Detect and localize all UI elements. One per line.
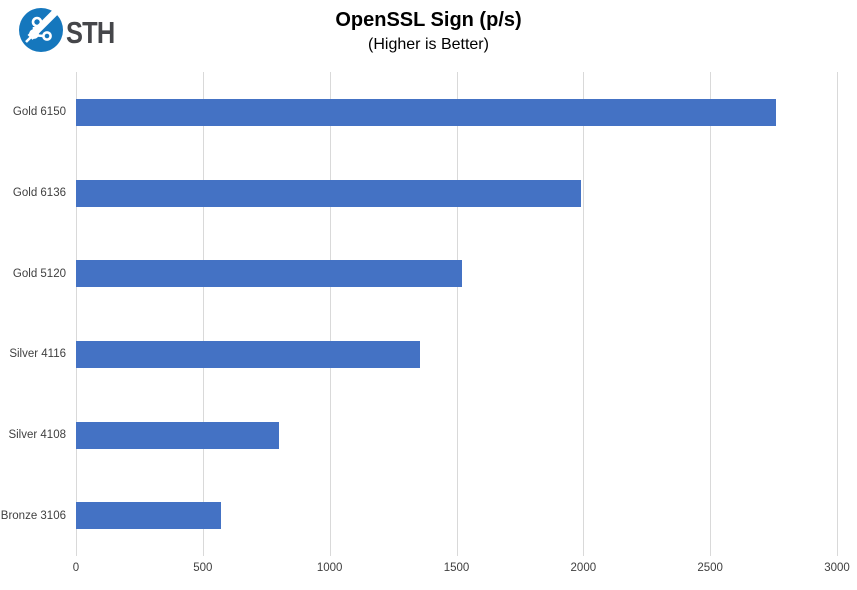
bar-row [76, 153, 837, 234]
bar-row [76, 72, 837, 153]
sth-circuit-logo-icon [18, 0, 68, 58]
gridline-2000 [583, 72, 585, 556]
bar-row [76, 314, 837, 395]
sth-logo: STH [18, 0, 125, 58]
bar-gold-5120 [76, 260, 462, 288]
x-axis-tick-labels: 0 500 1000 1500 2000 2500 3000 [72, 562, 850, 582]
x-axis-tick-label: 1000 [316, 562, 343, 574]
bar-silver-4108 [76, 421, 279, 449]
bar-silver-4116 [76, 340, 420, 368]
gridline-500 [202, 72, 204, 556]
bar-bronze-3106 [76, 502, 222, 530]
chart-title: OpenSSL Sign (p/s) [335, 9, 522, 31]
plot-area [76, 72, 838, 556]
gridline-3000 [837, 72, 838, 556]
gridline-2500 [710, 72, 712, 556]
gridline-1000 [329, 72, 331, 556]
x-axis-tick-label: 2000 [570, 562, 597, 574]
x-axis-tick-label: 0 [72, 562, 80, 574]
x-axis-tick-label: 500 [193, 562, 213, 574]
category-label: Bronze 3106 [0, 509, 66, 522]
bar-row [76, 395, 837, 476]
sth-logo-text: STH [66, 15, 115, 50]
chart-subtitle: (Higher is Better) [368, 36, 489, 53]
gridline-1500 [456, 72, 458, 556]
bar-gold-6136 [76, 179, 581, 207]
category-label: Silver 4108 [8, 429, 66, 442]
category-label: Silver 4116 [9, 348, 66, 361]
bar-row [76, 475, 837, 556]
category-label: Gold 5120 [12, 267, 66, 280]
y-axis-category-labels: Gold 6150 Gold 6136 Gold 5120 Silver 4116 Si… [0, 72, 66, 556]
x-axis-tick-label: 2500 [697, 562, 723, 574]
category-label: Gold 6150 [12, 106, 66, 119]
x-axis-tick-label: 3000 [824, 562, 850, 574]
bar-gold-6150 [76, 98, 777, 126]
category-label: Gold 6136 [12, 187, 66, 199]
bar-series [76, 72, 837, 556]
gridline-0 [76, 72, 77, 556]
x-axis-tick-label: 1500 [443, 562, 470, 574]
bar-row [76, 233, 837, 314]
